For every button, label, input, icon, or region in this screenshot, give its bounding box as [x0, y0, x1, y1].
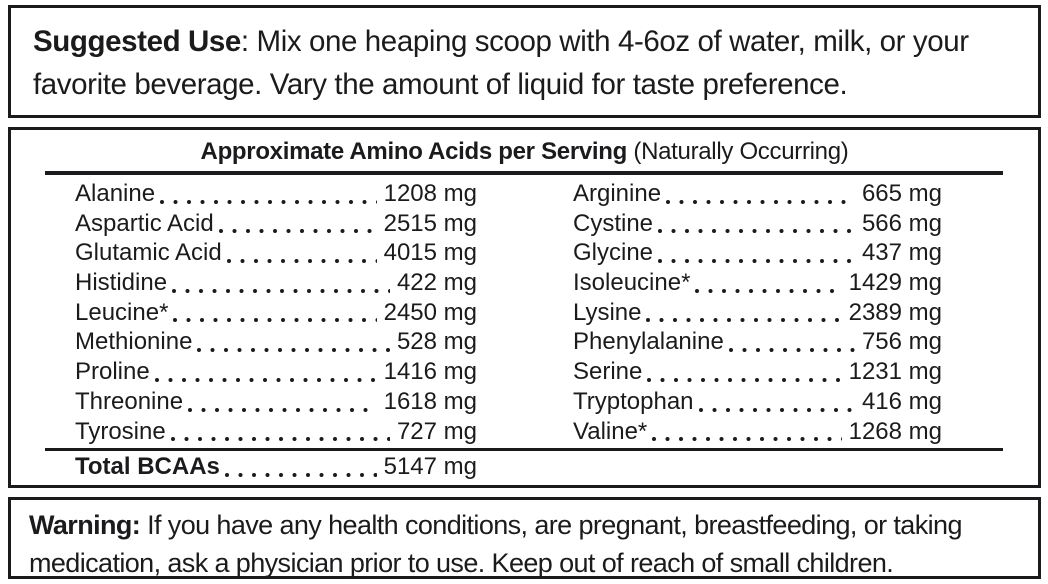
total-rule	[45, 448, 1003, 452]
amino-value: 4015 mg	[383, 239, 477, 267]
total-bcaas-value: 5147 mg	[383, 453, 477, 481]
amino-value: 1231 mg	[848, 358, 942, 386]
dot-leader	[647, 417, 848, 447]
dot-leader	[642, 357, 848, 387]
amino-table-title: Approximate Amino Acids per Serving (Nat…	[11, 136, 1038, 167]
amino-row: Proline 1416 mg	[75, 357, 477, 387]
amino-row: Lysine 2389 mg	[573, 298, 942, 328]
dot-leader	[724, 327, 862, 357]
amino-row: Histidine 422 mg	[75, 268, 477, 298]
amino-value: 727 mg	[396, 417, 477, 445]
dot-leader	[167, 268, 397, 298]
amino-value: 528 mg	[396, 328, 477, 356]
amino-name: Threonine	[75, 387, 184, 415]
amino-row: Methionine 528 mg	[75, 327, 477, 357]
amino-row: Tryptophan 416 mg	[573, 387, 942, 417]
amino-value: 756 mg	[861, 328, 942, 356]
amino-name: Glutamic Acid	[75, 239, 222, 267]
amino-name: Alanine	[75, 180, 156, 207]
amino-title-note: (Naturally Occurring)	[627, 138, 849, 165]
amino-name: Glycine	[573, 239, 654, 267]
amino-name: Isoleucine*	[573, 269, 691, 297]
dot-leader	[214, 209, 384, 239]
amino-value: 1618 mg	[383, 387, 477, 415]
amino-row: Serine 1231 mg	[573, 357, 942, 387]
amino-row: Cystine 566 mg	[573, 209, 942, 239]
dot-leader	[641, 298, 848, 328]
amino-name: Proline	[75, 358, 150, 386]
amino-row: Threonine 1618 mg	[75, 387, 477, 417]
amino-name: Aspartic Acid	[75, 209, 214, 237]
dot-leader	[694, 387, 862, 417]
amino-value: 1429 mg	[848, 269, 942, 297]
amino-row: Aspartic Acid 2515 mg	[75, 209, 477, 239]
warning-label: Warning:	[29, 510, 141, 540]
total-bcaas-row: Total BCAAs 5147 mg	[75, 452, 477, 482]
amino-row: Phenylalanine 756 mg	[573, 327, 942, 357]
amino-name: Serine	[573, 358, 643, 386]
amino-value: 1416 mg	[383, 358, 477, 386]
amino-row: Valine* 1268 mg	[573, 417, 942, 447]
amino-value: 2389 mg	[848, 298, 942, 326]
amino-value: 437 mg	[861, 239, 942, 267]
amino-acids-panel: Approximate Amino Acids per Serving (Nat…	[8, 127, 1041, 488]
suggested-use-panel: Suggested Use: Mix one heaping scoop wit…	[8, 5, 1041, 118]
amino-value: 2450 mg	[383, 298, 477, 326]
amino-row: Tyrosine 727 mg	[75, 417, 477, 447]
amino-row: Alanine 1208 mg	[75, 179, 477, 209]
amino-value: 1268 mg	[848, 417, 942, 445]
dot-leader	[166, 417, 397, 447]
amino-name: Tyrosine	[75, 417, 166, 445]
amino-name: Leucine*	[75, 298, 169, 326]
warning-text: If you have any health conditions, are p…	[29, 510, 962, 578]
warning-panel: Warning: If you have any health conditio…	[8, 497, 1041, 579]
amino-name: Histidine	[75, 269, 168, 297]
dot-leader	[183, 387, 384, 417]
dot-leader	[168, 298, 383, 328]
amino-value: 422 mg	[396, 269, 477, 297]
total-row-wrap: Total BCAAs 5147 mg	[11, 452, 1038, 482]
dot-leader	[222, 238, 384, 268]
dot-leader	[155, 179, 384, 209]
dot-leader	[661, 179, 862, 209]
amino-title-main: Approximate Amino Acids per Serving	[200, 138, 628, 165]
amino-name: Arginine	[573, 180, 662, 207]
amino-name: Methionine	[75, 328, 193, 356]
dot-leader	[192, 327, 397, 357]
amino-row: Glutamic Acid 4015 mg	[75, 238, 477, 268]
amino-value: 416 mg	[861, 387, 942, 415]
amino-value: 2515 mg	[383, 209, 477, 237]
dot-leader	[150, 357, 384, 387]
header-rule	[45, 171, 1003, 175]
amino-row: Glycine 437 mg	[573, 238, 942, 268]
dot-leader	[653, 209, 862, 239]
amino-columns: Alanine 1208 mg Aspartic Acid 2515 mg Gl…	[11, 179, 1038, 446]
dot-leader	[653, 238, 862, 268]
amino-name: Valine*	[573, 417, 648, 445]
amino-value: 566 mg	[861, 209, 942, 237]
amino-name: Cystine	[573, 209, 654, 237]
dot-leader	[220, 452, 384, 482]
suggested-use-label: Suggested Use	[33, 25, 241, 58]
dot-leader	[690, 268, 848, 298]
amino-value: 1208 mg	[383, 180, 477, 207]
amino-name: Lysine	[573, 298, 642, 326]
amino-column-left: Alanine 1208 mg Aspartic Acid 2515 mg Gl…	[75, 179, 477, 446]
amino-row: Leucine* 2450 mg	[75, 298, 477, 328]
amino-row: Isoleucine* 1429 mg	[573, 268, 942, 298]
amino-name: Phenylalanine	[573, 328, 724, 356]
suggested-use-text: : Mix one heaping scoop with 4-6oz of wa…	[33, 25, 969, 101]
amino-name: Tryptophan	[573, 387, 694, 415]
total-bcaas-label: Total BCAAs	[75, 453, 220, 481]
amino-value: 665 mg	[861, 180, 942, 207]
amino-row: Arginine 665 mg	[573, 179, 942, 209]
amino-column-right: Arginine 665 mg Cystine 566 mg Glycine 4…	[573, 179, 942, 446]
